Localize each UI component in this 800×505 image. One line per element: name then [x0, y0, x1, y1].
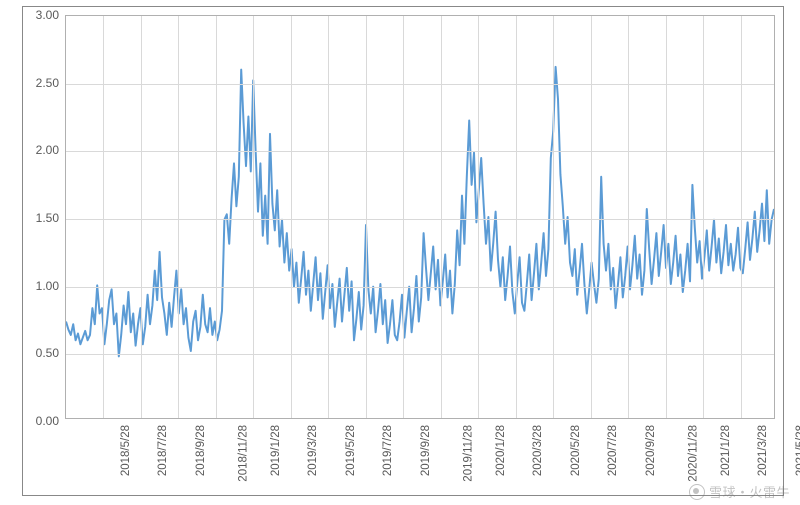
gridline-vertical — [403, 16, 404, 418]
x-axis-label: 2021/5/28 — [795, 425, 800, 476]
gridline-vertical — [216, 16, 217, 418]
gridline-vertical — [253, 16, 254, 418]
gridline-vertical — [516, 16, 517, 418]
x-axis-label: 2019/5/28 — [345, 425, 357, 476]
gridline-vertical — [103, 16, 104, 418]
gridline-horizontal — [66, 84, 774, 85]
x-axis-label: 2020/1/28 — [495, 425, 507, 476]
gridline-horizontal — [66, 354, 774, 355]
y-axis-label: 2.00 — [25, 143, 59, 157]
data-line — [66, 67, 774, 356]
x-axis-label: 2021/3/28 — [757, 425, 769, 476]
y-axis-label: 0.50 — [25, 346, 59, 360]
x-axis-label: 2018/11/28 — [238, 425, 250, 482]
gridline-vertical — [703, 16, 704, 418]
x-axis-label: 2020/5/28 — [570, 425, 582, 476]
y-axis-label: 0.00 — [25, 414, 59, 428]
y-axis-label: 1.50 — [25, 211, 59, 225]
x-axis-label: 2019/3/28 — [308, 425, 320, 476]
line-series — [66, 16, 774, 418]
gridline-vertical — [328, 16, 329, 418]
gridline-vertical — [366, 16, 367, 418]
y-axis-label: 2.50 — [25, 76, 59, 90]
y-axis-label: 1.00 — [25, 279, 59, 293]
gridline-vertical — [141, 16, 142, 418]
gridline-vertical — [441, 16, 442, 418]
x-axis-label: 2021/1/28 — [720, 425, 732, 476]
gridline-vertical — [291, 16, 292, 418]
plot-area — [65, 15, 775, 419]
gridline-vertical — [741, 16, 742, 418]
x-axis-label: 2019/11/28 — [463, 425, 475, 482]
x-axis-label: 2020/3/28 — [532, 425, 544, 476]
x-axis-label: 2020/7/28 — [607, 425, 619, 476]
gridline-vertical — [553, 16, 554, 418]
gridline-vertical — [478, 16, 479, 418]
x-axis-label: 2020/11/28 — [688, 425, 700, 482]
chart-outer-border: 0.00 0.50 1.00 1.50 2.00 2.50 3.00 2018/5/28 201… — [22, 6, 784, 496]
y-axis-label: 3.00 — [25, 8, 59, 22]
gridline-horizontal — [66, 151, 774, 152]
gridline-vertical — [591, 16, 592, 418]
x-axis-label: 2019/7/28 — [382, 425, 394, 476]
x-axis-label: 2019/1/28 — [270, 425, 282, 476]
x-axis-label: 2019/9/28 — [420, 425, 432, 476]
gridline-vertical — [178, 16, 179, 418]
x-axis-label: 2020/9/28 — [645, 425, 657, 476]
x-axis-label: 2018/5/28 — [120, 425, 132, 476]
gridline-vertical — [628, 16, 629, 418]
x-axis-label: 2018/9/28 — [195, 425, 207, 476]
gridline-vertical — [666, 16, 667, 418]
gridline-horizontal — [66, 287, 774, 288]
gridline-horizontal — [66, 219, 774, 220]
x-axis-label: 2018/7/28 — [158, 425, 170, 476]
